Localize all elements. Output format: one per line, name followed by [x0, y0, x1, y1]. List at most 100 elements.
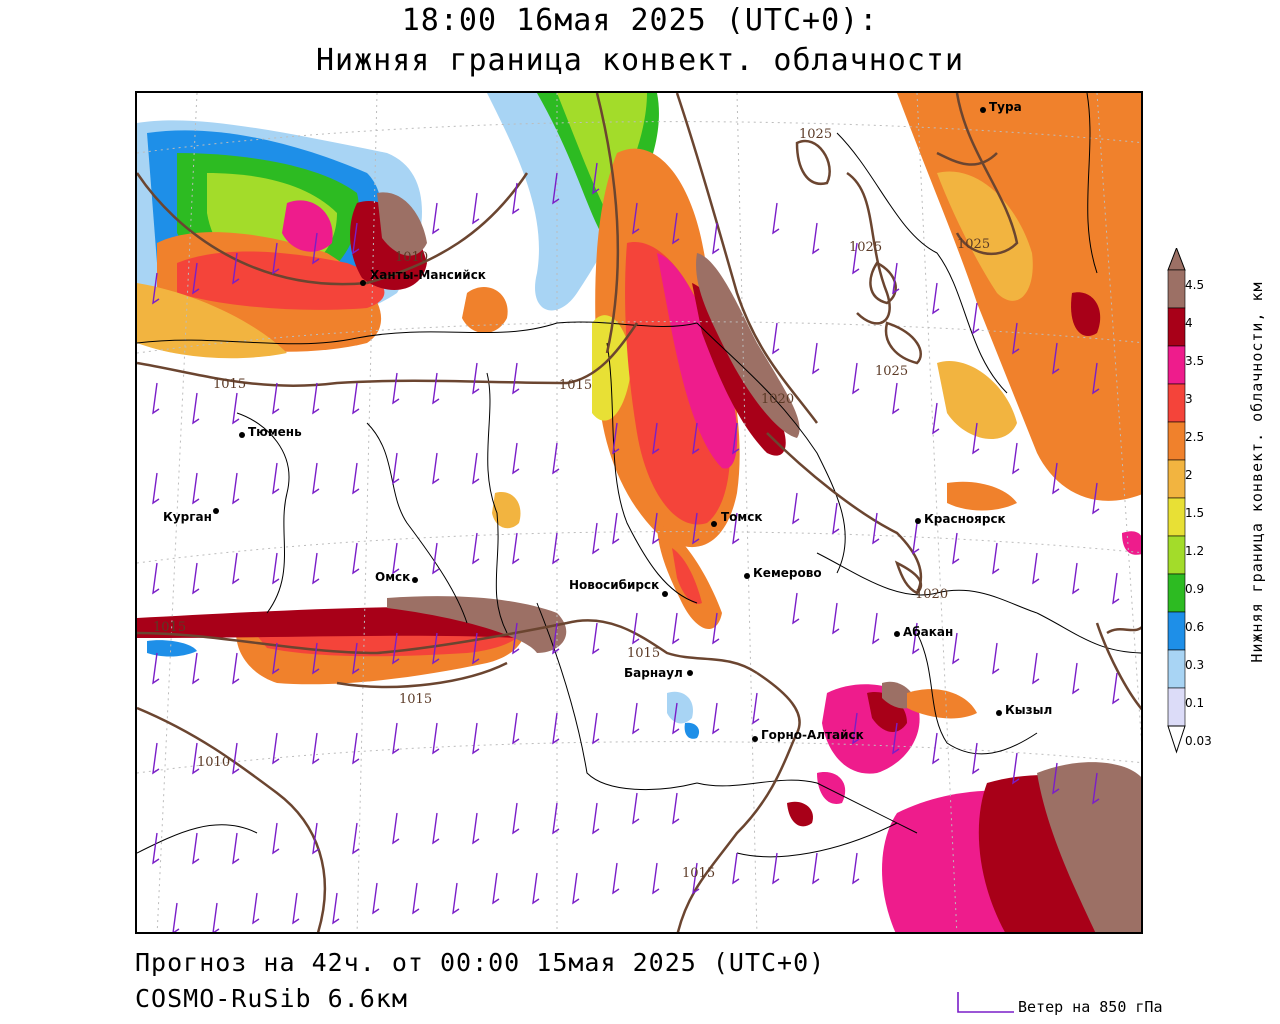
map-canvas: 1025 1025 1025 1025 1010 1015 1015 1020 … [137, 93, 1141, 932]
field-se-big-brown [1037, 762, 1141, 932]
colorbar-tick-label: 0.9 [1185, 582, 1205, 596]
colorbar-tick-label: 4.5 [1185, 278, 1205, 292]
colorbar-swatch [1167, 269, 1186, 309]
colorbar-swatch [1167, 307, 1186, 347]
field-blue-spot-south [667, 691, 693, 724]
field-nc-lightgreen [557, 93, 647, 213]
colorbar-swatch [1167, 649, 1186, 689]
field-ne-yellow [937, 171, 1033, 301]
city-kyzyl: Кызыл [996, 703, 1052, 717]
colorbar-swatch [1167, 421, 1186, 461]
city-label: Кызыл [1005, 703, 1052, 717]
field-nw-brown [377, 192, 427, 256]
colorbar-tick-label: 1.2 [1185, 544, 1205, 558]
field-plume-tail-red [672, 548, 702, 604]
city-label: Омск [375, 570, 410, 584]
city-label: Абакан [903, 625, 953, 639]
city-krasnoyarsk: Красноярск [915, 512, 1006, 526]
forecast-map: 1025 1025 1025 1025 1010 1015 1015 1020 … [135, 91, 1143, 934]
colorbar-swatch [1167, 497, 1186, 537]
city-label: Кемерово [753, 566, 822, 580]
field-nw-red [177, 251, 385, 310]
city-kemerovo: Кемерово [744, 566, 822, 580]
field-ne-darkred [1071, 292, 1101, 337]
isobar-label: 1015 [213, 377, 246, 392]
cloud-field-layer [137, 93, 1141, 932]
colorbar-bottom-arrow [1167, 725, 1186, 754]
isobar-label: 1020 [761, 392, 794, 407]
colorbar-title: Нижняя граница конвект. облачности, км [1248, 281, 1266, 663]
isobar-label: 1010 [395, 250, 428, 265]
title-line-2: Нижняя граница конвект. облачности [315, 43, 965, 78]
city-omsk: Омск [375, 570, 418, 584]
field-band-brown [387, 596, 567, 653]
isobar-label: 1015 [153, 620, 186, 635]
colorbar-tick-label: 0.03 [1185, 734, 1212, 748]
wind-legend: Ветер на 850 гПа [952, 990, 1212, 1018]
city-label: Курган [163, 510, 212, 524]
field-plume-magenta [657, 253, 738, 469]
colorbar-tick-label: 2.5 [1185, 430, 1205, 444]
city-tura: Тура [980, 100, 1022, 114]
colorbar-top-arrow [1167, 248, 1186, 271]
isobars [137, 93, 1141, 932]
isobar-label: 1025 [957, 237, 990, 252]
colorbar-swatch [1167, 573, 1186, 613]
isobar-label: 1015 [559, 378, 592, 393]
forecast-info: Прогноз на 42ч. от 00:00 15мая 2025 (UTC… [135, 948, 826, 977]
colorbar-swatch [1167, 535, 1186, 575]
colorbar-swatch [1167, 611, 1186, 651]
colorbar-tick-label: 3 [1185, 392, 1193, 406]
isobar-label: 1020 [915, 587, 948, 602]
field-band-blue [147, 640, 197, 657]
city-tyumen: Тюмень [239, 425, 302, 439]
field-plume-yellow [592, 315, 632, 421]
wind-barbs [152, 162, 1120, 932]
colorbar-tick-label: 2 [1185, 468, 1193, 482]
isobar-label: 1010 [197, 755, 230, 770]
colorbar-tick-label: 1.5 [1185, 506, 1205, 520]
city-abakan: Абакан [894, 625, 953, 639]
cities: Тура Ханты-Мансийск Тюмень Курган Омск Н… [163, 100, 1052, 742]
isobar-label: 1015 [399, 692, 432, 707]
field-plume-red [625, 242, 731, 525]
isobar-label: 1015 [682, 866, 715, 881]
isobar-label: 1015 [627, 646, 660, 661]
city-label: Томск [721, 510, 763, 524]
city-label: Барнаул [624, 666, 683, 680]
colorbar-swatch [1167, 459, 1186, 499]
city-khanty-mansiysk: Ханты-Мансийск [360, 268, 486, 286]
isobar-label: 1025 [849, 240, 882, 255]
field-blue-spot-south-2 [684, 722, 700, 739]
city-gorno-altaysk: Горно-Алтайск [752, 728, 864, 742]
colorbar-tick-label: 4 [1185, 316, 1193, 330]
colorbar-tick-label: 0.1 [1185, 696, 1205, 710]
city-label: Тюмень [248, 425, 302, 439]
wind-legend-label: Ветер на 850 гПа [1018, 998, 1163, 1016]
isobar-label: 1025 [875, 364, 908, 379]
model-name: COSMO-RuSib 6.6км [135, 984, 408, 1013]
isobar-labels: 1025 1025 1025 1025 1010 1015 1015 1020 … [153, 127, 990, 881]
field-east-magenta [1122, 531, 1141, 555]
colorbar-swatches [1167, 248, 1186, 754]
field-se-red-spots-2 [817, 772, 846, 804]
title-line-1: 18:00 16мая 2025 (UTC+0): [401, 3, 879, 38]
field-nc-orange-blob [462, 287, 508, 333]
colorbar-swatch [1167, 383, 1186, 423]
field-ne-small [947, 481, 1017, 511]
wind-barb-icon [957, 992, 1014, 1013]
field-nw-magenta [282, 200, 333, 252]
colorbar-tick-label: 3.5 [1185, 354, 1205, 368]
colorbar-swatch [1167, 687, 1186, 727]
city-label: Красноярск [924, 512, 1006, 526]
field-orange-spot-west [492, 492, 521, 529]
city-tomsk: Томск [711, 510, 763, 527]
field-se-orange-ridge [907, 689, 977, 719]
city-label: Новосибирск [569, 578, 659, 592]
isobar-label: 1025 [799, 127, 832, 142]
field-ne-east-orange [937, 361, 1017, 440]
field-se-red-spots [787, 801, 813, 827]
city-kurgan: Курган [163, 508, 219, 524]
colorbar [1167, 248, 1186, 754]
field-nw-south-orange [137, 283, 287, 359]
